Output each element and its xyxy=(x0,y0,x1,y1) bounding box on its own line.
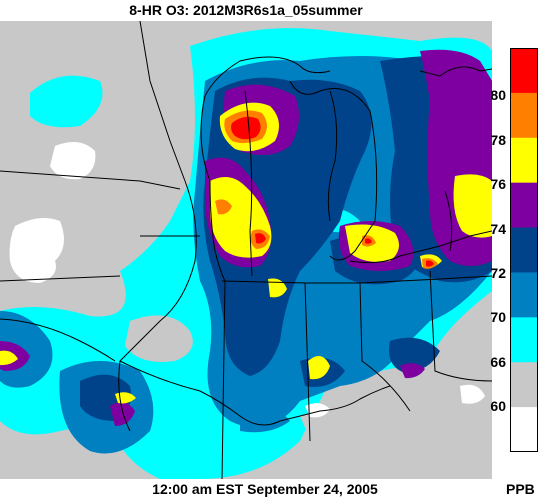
ozone-map xyxy=(0,21,492,479)
legend-tick-label: 70 xyxy=(490,309,506,325)
timestamp: 12:00 am EST September 24, 2005 xyxy=(152,481,378,497)
map-title: 8-HR O3: 2012M3R6s1a_05summer xyxy=(129,2,363,18)
legend-bin xyxy=(510,92,538,139)
legend-bin xyxy=(510,272,538,318)
legend-tick-label: 60 xyxy=(490,398,506,414)
legend-tick-label: 74 xyxy=(490,221,506,237)
legend-bin xyxy=(510,317,538,363)
legend-tick-label: 76 xyxy=(490,176,506,192)
state-boundaries xyxy=(0,21,492,479)
legend-bin xyxy=(510,182,538,229)
legend-bin xyxy=(510,137,538,184)
legend-bin xyxy=(510,362,538,408)
units-label: PPB xyxy=(506,481,535,497)
ozone-80-plus-region xyxy=(231,116,434,267)
legend-tick-label: 72 xyxy=(490,265,506,281)
footer: 12:00 am EST September 24, 2005 PPB xyxy=(0,480,547,500)
legend-tick-label: 66 xyxy=(490,354,506,370)
legend-bin xyxy=(510,227,538,273)
ozone-60-66-hole xyxy=(125,315,430,440)
legend-tick-label: 80 xyxy=(490,87,506,103)
ozone-below-60-region xyxy=(9,142,485,418)
legend-bin xyxy=(510,48,538,94)
legend-tick-label: 78 xyxy=(490,132,506,148)
color-legend xyxy=(510,48,538,453)
legend-bin xyxy=(510,407,538,453)
